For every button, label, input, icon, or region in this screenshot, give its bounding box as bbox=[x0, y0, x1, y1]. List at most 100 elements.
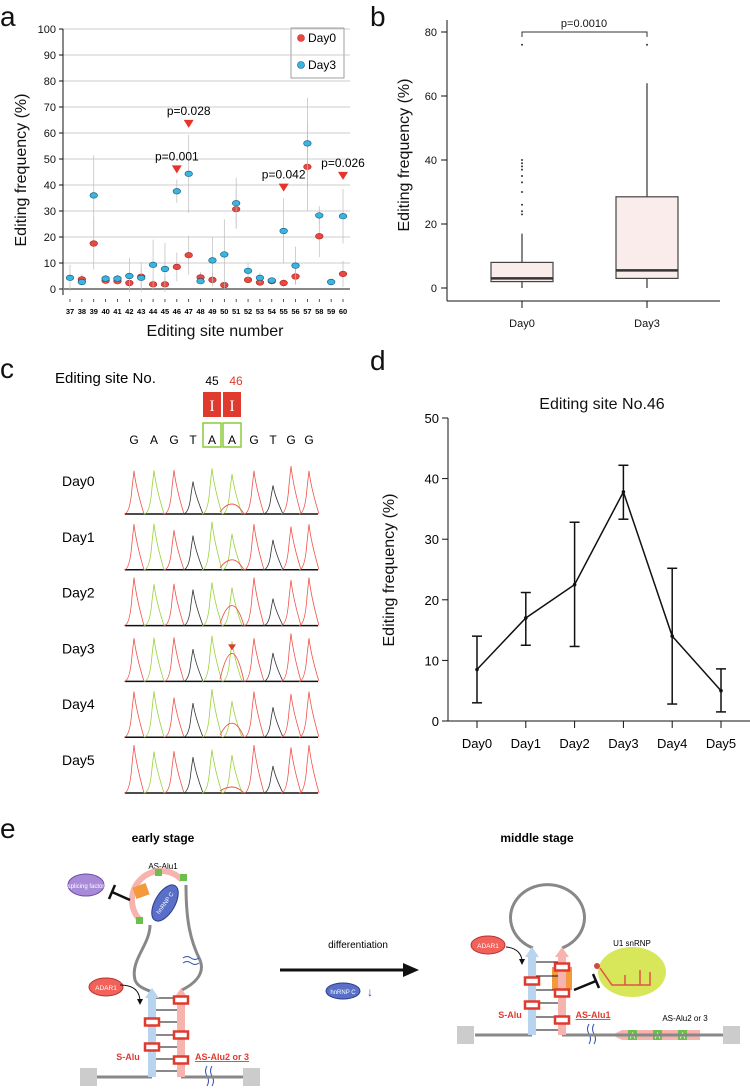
a-x-tick-label: 55 bbox=[279, 307, 287, 316]
arrow-head-icon bbox=[555, 947, 569, 957]
b-y-tick-label: 0 bbox=[431, 283, 437, 295]
a-x-tick-label: 45 bbox=[161, 307, 169, 316]
trace-peak-G bbox=[163, 637, 185, 682]
panel-d-line: Editing site No.46 Editing frequency (%)… bbox=[381, 396, 750, 751]
trace-peak-A bbox=[201, 582, 223, 626]
trace-peak-A bbox=[201, 689, 223, 738]
s-alu-arrow bbox=[148, 996, 156, 1077]
rna-strand bbox=[181, 884, 203, 992]
trace-peak-A bbox=[143, 584, 165, 626]
d-x-tick-label: Day2 bbox=[559, 736, 589, 751]
a-point-day3 bbox=[315, 212, 324, 219]
a-point-day3 bbox=[148, 261, 158, 268]
arrow-icon bbox=[505, 946, 525, 965]
a-y-tick-label: 0 bbox=[50, 284, 56, 296]
a-point-day3 bbox=[113, 275, 122, 282]
trace-peak-A bbox=[143, 751, 165, 794]
a-x-tick-label: 50 bbox=[220, 307, 228, 316]
a-y-tick-label: 40 bbox=[44, 180, 56, 192]
trace-peak-A bbox=[143, 691, 165, 738]
a-x-tick-label: 56 bbox=[291, 307, 299, 316]
s-alu-arrow bbox=[528, 955, 536, 1035]
d-series-line bbox=[476, 490, 722, 692]
down-arrow-icon: ↓ bbox=[367, 985, 373, 999]
panel-e-diagram: early stage AS-Alu1 hnRNP C splicing fac… bbox=[67, 831, 740, 1087]
trace-peak-G bbox=[280, 526, 302, 571]
early-as-alu23-label: AS-Alu2 or 3 bbox=[195, 1052, 249, 1062]
trace-peak-G bbox=[298, 524, 320, 571]
a-point-day3 bbox=[338, 213, 348, 220]
b-outlier bbox=[521, 168, 523, 171]
a-y-tick-label: 20 bbox=[44, 232, 56, 244]
trace-peak-G bbox=[123, 470, 145, 515]
trace-peak-T bbox=[262, 765, 284, 794]
d-data-point bbox=[621, 490, 626, 494]
sample-label: Day4 bbox=[62, 696, 95, 712]
a-y-tick-label: 50 bbox=[44, 154, 56, 166]
early-as-alu1-label: AS-Alu1 bbox=[148, 862, 178, 871]
hnrnpc-label: hnRNP C bbox=[330, 990, 356, 996]
trace-edit-peak bbox=[219, 722, 245, 738]
trace-peak-A bbox=[201, 468, 223, 515]
d-data-point bbox=[475, 667, 479, 672]
a-x-tick-label: 60 bbox=[339, 307, 347, 316]
d-data-point bbox=[670, 634, 674, 638]
sequence-letter: A bbox=[228, 433, 236, 447]
trace-peak-G bbox=[123, 744, 145, 794]
exon-block bbox=[243, 1068, 260, 1086]
trace-peak-G bbox=[298, 744, 320, 794]
arrow-icon bbox=[119, 984, 143, 1005]
rna-strand bbox=[132, 924, 153, 994]
sequence-letter: A bbox=[150, 433, 158, 447]
a-y-tick-label: 10 bbox=[44, 258, 56, 270]
a-point-day0 bbox=[172, 263, 181, 271]
a-y-tick-label: 90 bbox=[44, 50, 56, 62]
trace-edit-peak bbox=[219, 503, 245, 515]
a-x-tick-label: 53 bbox=[256, 307, 264, 316]
trace-peak-G bbox=[280, 633, 302, 682]
a-x-tick-label: 48 bbox=[196, 307, 204, 316]
a-x-axis-title: Editing site number bbox=[147, 323, 285, 340]
a-point-day0 bbox=[315, 233, 324, 240]
trace-peak-T bbox=[182, 535, 204, 571]
a-x-tick-label: 43 bbox=[137, 307, 145, 316]
trace-peak-A bbox=[143, 637, 165, 682]
b-x-tick-label: Day0 bbox=[509, 318, 535, 330]
b-outlier bbox=[521, 191, 523, 193]
trace-peak-T bbox=[262, 598, 284, 626]
a-y-tick-label: 30 bbox=[44, 206, 56, 218]
trace-peak-G bbox=[163, 583, 185, 626]
trace-peak-G bbox=[123, 577, 145, 626]
trace-peak-G bbox=[280, 693, 302, 738]
middle-as-alu23-label: AS-Alu2 or 3 bbox=[662, 1014, 708, 1023]
a-significance-marker bbox=[183, 119, 194, 128]
rna-loop bbox=[509, 883, 586, 950]
a-p-value: p=0.026 bbox=[321, 156, 365, 170]
trace-peak-T bbox=[182, 702, 204, 738]
a-point-day3 bbox=[172, 188, 181, 195]
a-x-tick-label: 46 bbox=[173, 307, 181, 316]
a-x-tick-label: 49 bbox=[208, 307, 216, 316]
d-y-tick-label: 50 bbox=[425, 411, 439, 426]
a-point-day3 bbox=[160, 265, 170, 273]
a-point-day3 bbox=[89, 192, 98, 199]
a-y-tick-label: 60 bbox=[44, 128, 56, 140]
trace-peak-T bbox=[182, 589, 204, 626]
a-point-day3 bbox=[101, 275, 110, 282]
d-x-tick-label: Day4 bbox=[657, 736, 687, 751]
trace-peak-A bbox=[143, 523, 165, 571]
trace-peak-T bbox=[262, 485, 284, 515]
a-point-day0 bbox=[184, 252, 193, 259]
middle-s-alu-label: S-Alu bbox=[498, 1010, 522, 1020]
trace-peak-G bbox=[243, 691, 265, 738]
a-x-tick-label: 39 bbox=[90, 307, 98, 316]
a-x-tick-label: 37 bbox=[66, 307, 74, 316]
b-outlier bbox=[521, 175, 523, 177]
b-y-tick-label: 60 bbox=[425, 91, 437, 103]
inosine-letter: I bbox=[209, 398, 214, 415]
trace-peak-G bbox=[298, 577, 320, 626]
b-outlier bbox=[646, 43, 648, 46]
trace-peak-G bbox=[280, 579, 302, 626]
a-x-tick-label: 51 bbox=[232, 307, 240, 316]
a-x-tick-label: 52 bbox=[244, 307, 252, 316]
